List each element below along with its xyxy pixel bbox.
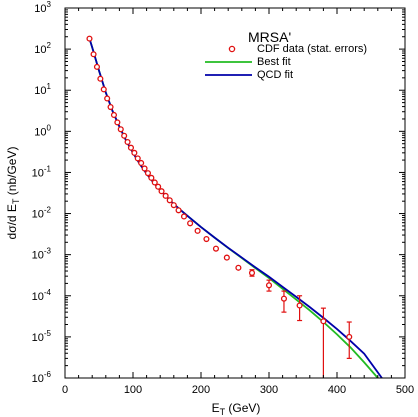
data-point (180, 213, 188, 220)
data-point (203, 235, 210, 243)
data-point (175, 207, 182, 214)
data-point (223, 254, 230, 261)
data-point (138, 159, 145, 167)
data-point (151, 179, 158, 186)
data-point (127, 144, 135, 151)
data-point (134, 155, 141, 162)
data-point (346, 333, 353, 340)
data-point (144, 170, 152, 177)
x-tick-label: 500 (396, 384, 414, 396)
y-tick-label: 10-4 (32, 288, 52, 303)
data-point (158, 188, 165, 195)
data-point (121, 132, 128, 139)
data-point (265, 282, 273, 289)
data-point (124, 138, 131, 146)
y-tick-label: 100 (34, 123, 51, 138)
x-tick-label: 0 (62, 384, 68, 396)
data-point (141, 165, 148, 172)
y-tick-label: 10-2 (32, 206, 52, 221)
data-point (114, 119, 121, 126)
data-point (162, 192, 169, 199)
x-tick-label: 200 (192, 384, 210, 396)
data-point (320, 318, 327, 325)
data-point (110, 111, 118, 119)
data-point (296, 302, 303, 309)
data-point (107, 103, 114, 111)
x-axis-title: ET (GeV) (212, 401, 261, 417)
data-point (170, 202, 177, 209)
y-tick-label: 103 (34, 0, 51, 15)
y-tick-label: 10-5 (32, 329, 52, 344)
legend: CDF data (stat. errors) Best fit QCD fit (205, 43, 367, 81)
plot-frame (64, 7, 406, 379)
series-line-qcd-fit (88, 38, 383, 378)
legend-label-cdf-data: CDF data (stat. errors) (257, 43, 367, 55)
x-tick-label: 400 (328, 384, 346, 396)
data-point (131, 149, 138, 156)
y-tick-label: 101 (34, 82, 51, 97)
y-tick-label: 10-6 (32, 370, 52, 385)
data-point (280, 295, 288, 302)
data-point (100, 86, 107, 93)
data-point (97, 75, 104, 82)
data-point (194, 227, 201, 234)
legend-label-best-fit: Best fit (257, 56, 291, 68)
data-point (248, 269, 256, 276)
data-point (93, 63, 101, 70)
data-point (235, 264, 242, 271)
data-point (166, 197, 173, 204)
y-tick-label: 10-1 (32, 164, 52, 179)
data-point (86, 35, 93, 42)
y-axis-title: dσ/d ET (nb/GeV) (5, 147, 21, 240)
x-tick-label: 100 (124, 384, 142, 396)
data-point (90, 51, 97, 58)
y-tick-label: 102 (34, 41, 51, 56)
y-tick-label: 10-3 (32, 247, 52, 262)
data-point (155, 183, 162, 190)
data-point (148, 174, 155, 181)
legend-label-qcd-fit: QCD fit (257, 69, 293, 81)
data-point (212, 245, 220, 252)
data-point (104, 95, 111, 102)
chart-title: MRSA' (248, 29, 291, 45)
data-point (117, 126, 124, 133)
data-point (187, 220, 194, 227)
x-tick-label: 300 (260, 384, 278, 396)
legend-marker-cdf-data (228, 45, 236, 53)
